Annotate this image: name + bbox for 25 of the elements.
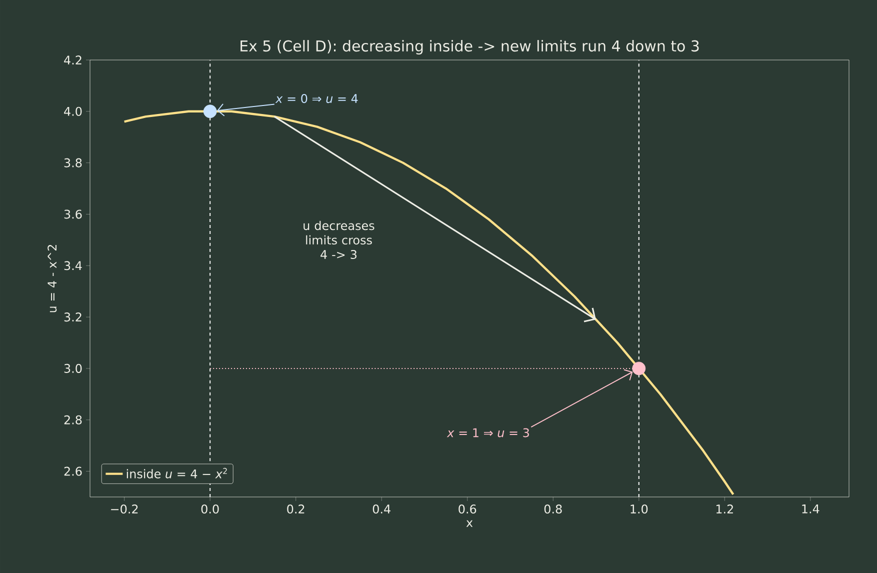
x-axis-title: x [466, 520, 473, 527]
x-tick-label: −0.2 [111, 504, 138, 514]
x-tick-label: 0.0 [201, 504, 219, 514]
x-tick-label: 0.2 [287, 504, 304, 514]
y-tick-label: 2.6 [64, 466, 82, 476]
x-tick-label: 1.2 [716, 504, 733, 514]
y-tick-label: 3.2 [64, 312, 82, 322]
annotation: u decreases limits cross 4 -> 3 [304, 220, 374, 259]
x-tick-label: 0.4 [372, 504, 390, 514]
x-tick-label: 1.4 [802, 504, 820, 514]
y-tick-label: 3.6 [64, 210, 82, 219]
chart-title: Ex 5 (Cell D): decreasing inside -> new limits run 4 down to 3 [240, 40, 699, 54]
y-tick-label: 4.2 [64, 56, 82, 64]
y-tick-label: 2.8 [64, 415, 82, 424]
y-axis-title: u = 4 - x^2 [48, 244, 57, 312]
annotation: x = 0 ⇒ u = 4 [275, 94, 358, 104]
legend-label: inside u = 4 − x$^{2}$ [126, 468, 227, 478]
y-tick-label: 3.0 [64, 364, 82, 373]
x-tick-label: 1.0 [630, 504, 648, 514]
annotation: x = 1 ⇒ u = 3 [446, 428, 529, 438]
y-tick-label: 3.8 [64, 158, 82, 168]
y-tick-label: 3.4 [64, 261, 82, 270]
x-tick-label: 0.6 [458, 504, 476, 514]
y-tick-label: 4.0 [64, 106, 82, 116]
x-tick-label: 0.8 [544, 504, 562, 514]
